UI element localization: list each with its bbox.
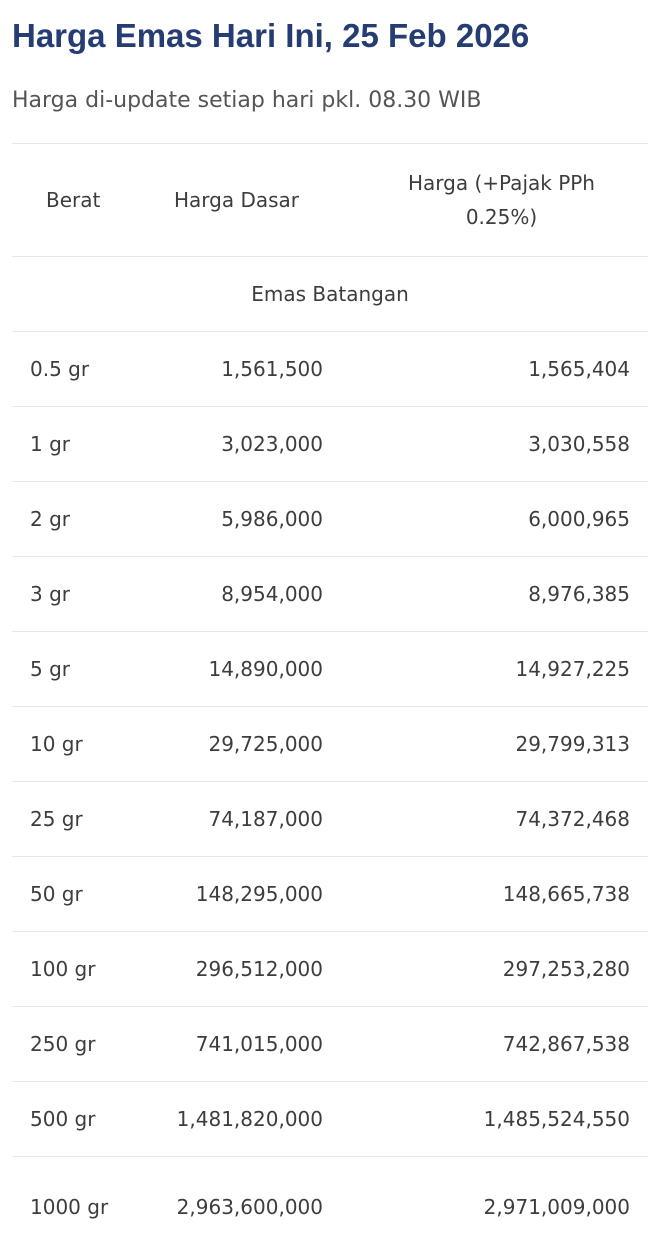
- table-row: 0.5 gr 1,561,500 1,565,404: [12, 332, 648, 407]
- base-price-cell: 29,725,000: [136, 707, 331, 782]
- weight-cell: 250 gr: [12, 1007, 136, 1082]
- weight-cell: 50 gr: [12, 857, 136, 932]
- tax-price-cell: 8,976,385: [331, 557, 648, 632]
- tax-price-cell: 14,927,225: [331, 632, 648, 707]
- table-row: 5 gr 14,890,000 14,927,225: [12, 632, 648, 707]
- header-price-with-tax: Harga (+Pajak PPh 0.25%): [331, 144, 648, 257]
- base-price-cell: 741,015,000: [136, 1007, 331, 1082]
- base-price-cell: 148,295,000: [136, 857, 331, 932]
- weight-cell: 500 gr: [12, 1082, 136, 1157]
- weight-cell: 0.5 gr: [12, 332, 136, 407]
- weight-cell: 3 gr: [12, 557, 136, 632]
- weight-cell: 1 gr: [12, 407, 136, 482]
- table-row: 1000 gr 2,963,600,000 2,971,009,000: [12, 1157, 648, 1257]
- tax-price-cell: 3,030,558: [331, 407, 648, 482]
- weight-cell: 1000 gr: [12, 1157, 136, 1257]
- base-price-cell: 3,023,000: [136, 407, 331, 482]
- table-row: 50 gr 148,295,000 148,665,738: [12, 857, 648, 932]
- base-price-cell: 14,890,000: [136, 632, 331, 707]
- tax-price-cell: 29,799,313: [331, 707, 648, 782]
- tax-price-cell: 742,867,538: [331, 1007, 648, 1082]
- tax-price-cell: 6,000,965: [331, 482, 648, 557]
- table-row: 3 gr 8,954,000 8,976,385: [12, 557, 648, 632]
- update-note: Harga di-update setiap hari pkl. 08.30 W…: [12, 86, 648, 116]
- weight-cell: 100 gr: [12, 932, 136, 1007]
- base-price-cell: 74,187,000: [136, 782, 331, 857]
- tax-price-cell: 148,665,738: [331, 857, 648, 932]
- tax-price-cell: 297,253,280: [331, 932, 648, 1007]
- weight-cell: 5 gr: [12, 632, 136, 707]
- base-price-cell: 296,512,000: [136, 932, 331, 1007]
- table-header-row: Berat Harga Dasar Harga (+Pajak PPh 0.25…: [12, 144, 648, 257]
- tax-price-cell: 2,971,009,000: [331, 1157, 648, 1257]
- table-row: 1 gr 3,023,000 3,030,558: [12, 407, 648, 482]
- weight-cell: 25 gr: [12, 782, 136, 857]
- table-row: 2 gr 5,986,000 6,000,965: [12, 482, 648, 557]
- table-row: 10 gr 29,725,000 29,799,313: [12, 707, 648, 782]
- section-row: Emas Batangan: [12, 257, 648, 332]
- section-label: Emas Batangan: [12, 257, 648, 332]
- header-weight: Berat: [12, 144, 136, 257]
- base-price-cell: 1,481,820,000: [136, 1082, 331, 1157]
- base-price-cell: 1,561,500: [136, 332, 331, 407]
- table-row: 25 gr 74,187,000 74,372,468: [12, 782, 648, 857]
- table-row: 100 gr 296,512,000 297,253,280: [12, 932, 648, 1007]
- base-price-cell: 5,986,000: [136, 482, 331, 557]
- base-price-cell: 2,963,600,000: [136, 1157, 331, 1257]
- base-price-cell: 8,954,000: [136, 557, 331, 632]
- tax-price-cell: 74,372,468: [331, 782, 648, 857]
- table-row: 250 gr 741,015,000 742,867,538: [12, 1007, 648, 1082]
- tax-price-cell: 1,485,524,550: [331, 1082, 648, 1157]
- table-row: 500 gr 1,481,820,000 1,485,524,550: [12, 1082, 648, 1157]
- header-base-price: Harga Dasar: [136, 144, 331, 257]
- weight-cell: 2 gr: [12, 482, 136, 557]
- gold-price-table: Berat Harga Dasar Harga (+Pajak PPh 0.25…: [12, 143, 648, 1257]
- page-title: Harga Emas Hari Ini, 25 Feb 2026: [12, 0, 648, 58]
- price-rows: 0.5 gr 1,561,500 1,565,404 1 gr 3,023,00…: [12, 332, 648, 1257]
- weight-cell: 10 gr: [12, 707, 136, 782]
- tax-price-cell: 1,565,404: [331, 332, 648, 407]
